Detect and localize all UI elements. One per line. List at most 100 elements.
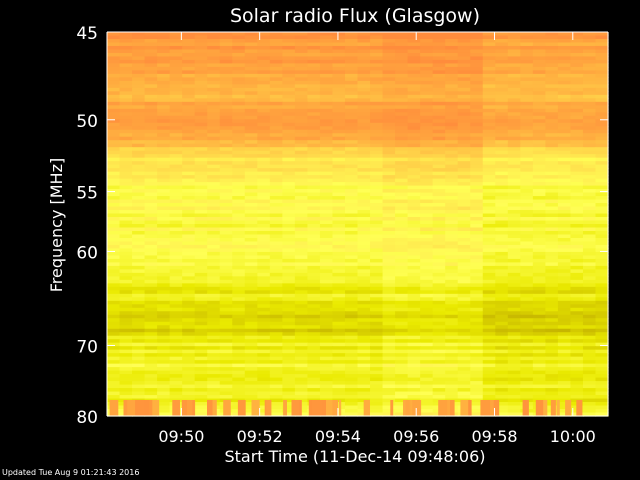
spectrogram-cell — [169, 307, 183, 312]
spectrogram-cell — [520, 196, 534, 201]
spectrogram-cell — [495, 150, 509, 155]
spectrogram-cell — [169, 363, 183, 368]
spectrogram-cell — [582, 49, 597, 54]
spectrogram-cell — [570, 374, 584, 379]
spectrogram-cell — [194, 59, 208, 65]
spectrogram-cell — [344, 101, 359, 106]
spectrogram-cell — [520, 318, 534, 323]
spectrogram-cell — [207, 133, 221, 138]
spectrogram-cell — [119, 178, 133, 183]
spectrogram-cell — [194, 206, 208, 211]
spectrogram-cell — [294, 234, 309, 239]
spectrogram-cell — [457, 388, 471, 393]
spectrogram-cell — [219, 367, 233, 372]
spectrogram-cell — [107, 112, 121, 117]
spectrogram-cell — [294, 38, 309, 44]
spectrogram-cell — [282, 210, 296, 215]
spectrogram-cell — [532, 105, 546, 110]
spectrogram-cell — [219, 377, 233, 382]
spectrogram-cell — [507, 66, 521, 71]
spectrogram-cell — [507, 80, 521, 85]
spectrogram-cell — [157, 164, 171, 169]
spectrogram-cell — [432, 154, 446, 159]
spectrogram-cell — [132, 101, 146, 106]
spectrogram-cell — [507, 108, 521, 113]
spectrogram-cell — [212, 400, 217, 416]
spectrogram-cell — [344, 381, 359, 386]
spectrogram-cell — [357, 171, 371, 176]
spectrogram-cell — [482, 87, 496, 92]
spectrogram-cell — [257, 398, 271, 403]
spectrogram-cell — [307, 241, 321, 246]
spectrogram-cell — [332, 52, 346, 58]
spectrogram-cell — [294, 262, 309, 267]
spectrogram-cell — [182, 150, 196, 155]
spectrogram-cell — [482, 251, 496, 257]
spectrogram-cell — [144, 384, 158, 389]
spectrogram-cell — [420, 182, 434, 187]
spectrogram-cell — [257, 185, 271, 190]
spectrogram-cell — [507, 94, 521, 99]
spectrogram-cell — [407, 182, 421, 187]
spectrogram-cell — [395, 210, 409, 215]
spectrogram-cell — [181, 400, 191, 416]
spectrogram-cell — [144, 321, 158, 326]
spectrogram-cell — [357, 52, 371, 58]
spectrogram-cell — [370, 388, 384, 393]
spectrogram-cell — [407, 283, 421, 288]
spectrogram-cell — [357, 356, 371, 361]
spectrogram-cell — [232, 112, 246, 117]
spectrogram-cell — [244, 241, 258, 246]
spectrogram-cell — [257, 87, 271, 92]
spectrogram-cell — [332, 133, 346, 138]
spectrogram-cell — [219, 35, 233, 40]
spectrogram-cell — [557, 154, 572, 159]
spectrogram-cell — [545, 286, 559, 291]
spectrogram-cell — [407, 112, 421, 117]
spectrogram-cell — [545, 328, 559, 333]
spectrogram-cell — [557, 248, 572, 253]
spectrogram-cell — [545, 237, 559, 243]
spectrogram-cell — [219, 52, 233, 58]
spectrogram-cell — [432, 286, 446, 291]
spectrogram-cell — [319, 307, 334, 312]
spectrogram-cell — [282, 353, 296, 358]
spectrogram-cell — [169, 227, 183, 232]
spectrogram-cell — [482, 154, 496, 159]
spectrogram-cell — [144, 164, 158, 169]
spectrogram-cell — [282, 168, 296, 173]
spectrogram-cell — [119, 136, 133, 141]
spectrogram-cell — [582, 203, 597, 208]
spectrogram-cell — [420, 168, 434, 173]
spectrogram-cell — [532, 108, 546, 113]
spectrogram-cell — [107, 286, 121, 291]
spectrogram-cell — [119, 304, 133, 309]
spectrogram-cell — [520, 353, 534, 358]
spectrogram-cell — [169, 237, 183, 243]
spectrogram-cell — [144, 147, 158, 152]
spectrogram-cell — [257, 374, 271, 379]
spectrogram-cell — [169, 63, 183, 68]
spectrogram-cell — [244, 161, 258, 166]
spectrogram-cell — [332, 203, 346, 208]
spectrogram-cell — [357, 237, 371, 243]
spectrogram-cell — [595, 213, 609, 218]
spectrogram-cell — [294, 360, 309, 365]
spectrogram-cell — [119, 32, 133, 37]
spectrogram-cell — [269, 248, 283, 253]
spectrogram-cell — [382, 220, 396, 225]
spectrogram-cell — [545, 356, 559, 361]
spectrogram-cell — [545, 279, 559, 284]
spectrogram-cell — [232, 356, 246, 361]
spectrogram-cell — [157, 227, 171, 232]
spectrogram-cell — [595, 115, 609, 120]
spectrogram-cell — [357, 217, 371, 222]
spectrogram-cell — [482, 192, 496, 197]
spectrogram-cell — [194, 35, 208, 40]
spectrogram-cell — [395, 136, 409, 141]
spectrogram-cell — [232, 395, 246, 400]
spectrogram-cell — [169, 360, 183, 365]
spectrogram-cell — [432, 91, 446, 96]
spectrogram-cell — [332, 42, 346, 47]
spectrogram-cell — [532, 80, 546, 85]
